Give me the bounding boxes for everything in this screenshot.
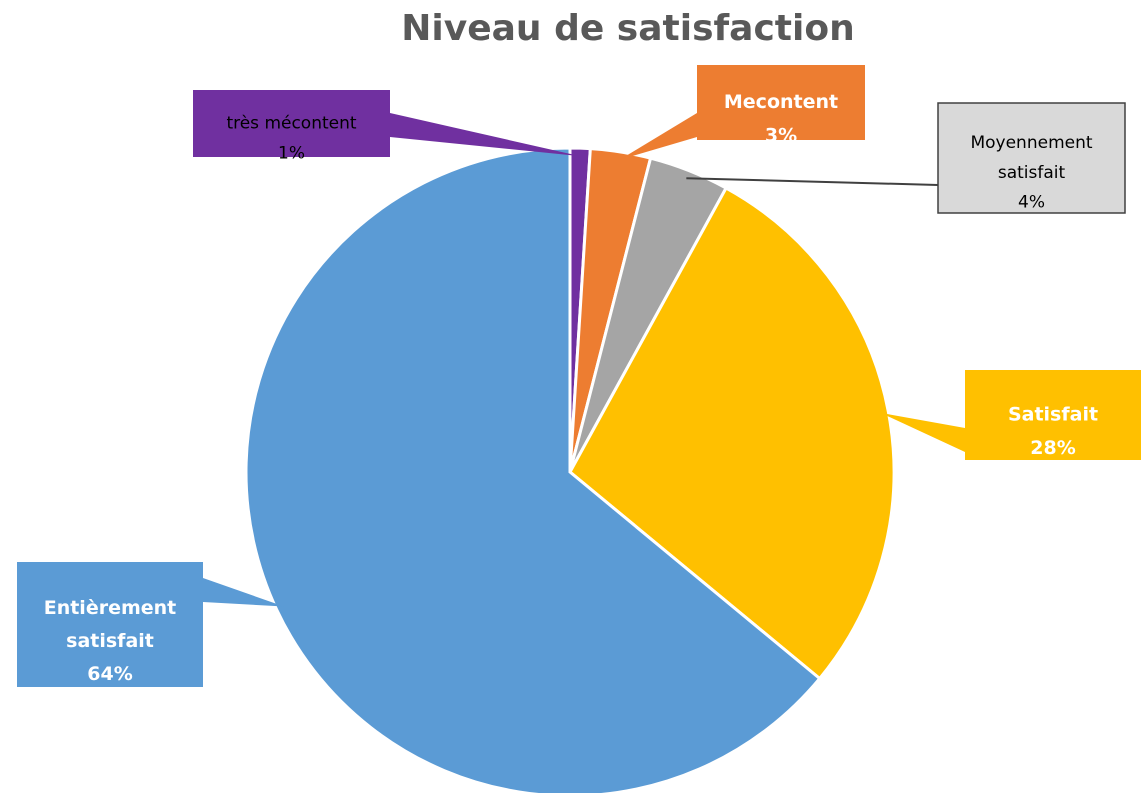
- label-box: [193, 90, 390, 157]
- category-label: très mécontent: [226, 114, 356, 134]
- label-box: [965, 370, 1141, 460]
- value-label: 28%: [1030, 437, 1075, 459]
- callout-pointer: [619, 113, 697, 160]
- callout-pointer: [880, 412, 965, 452]
- value-label: 4%: [1018, 193, 1045, 213]
- pie: [244, 146, 896, 793]
- category-label: Entièrement satisfait: [44, 596, 177, 651]
- pie-slice: [244, 146, 822, 793]
- label-box: [697, 65, 865, 140]
- value-label: 64%: [87, 663, 132, 685]
- category-label: Mecontent: [724, 91, 838, 113]
- callout-pointer: [203, 578, 285, 607]
- leader-line: [686, 177, 939, 186]
- chart-title: Niveau de satisfaction: [401, 8, 854, 49]
- label-box: [17, 562, 203, 687]
- pie-slice: [568, 186, 896, 681]
- callout-pointer: [390, 113, 580, 157]
- category-label: Satisfait: [1008, 404, 1098, 426]
- value-label: 3%: [765, 124, 797, 146]
- category-label: Moyennement satisfait: [970, 133, 1092, 183]
- value-label: 1%: [278, 143, 305, 163]
- label-box: [937, 102, 1126, 214]
